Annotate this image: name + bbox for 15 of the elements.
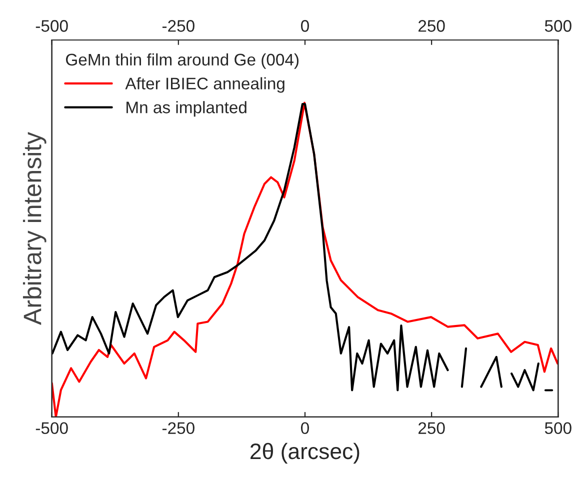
legend-label: Mn as implanted <box>126 101 246 117</box>
x2-tick-label: -250 <box>162 20 194 32</box>
legend-title: GeMn thin film around Ge (004) <box>66 53 299 69</box>
x-tick-label: -250 <box>162 422 194 434</box>
x-axis-title: 2θ (arcsec) <box>250 442 360 464</box>
x-tick-label: -500 <box>36 422 68 434</box>
x2-tick-label: 250 <box>418 20 445 32</box>
y-axis-title: Arbitrary intensity <box>22 132 46 325</box>
x-tick-label: 0 <box>301 422 309 434</box>
x2-tick-label: -500 <box>36 20 68 32</box>
x2-tick-label: 500 <box>544 20 572 32</box>
x-tick-label: 250 <box>418 422 445 434</box>
x2-tick-label: 0 <box>301 20 309 32</box>
x-tick-label: 500 <box>544 422 572 434</box>
legend-label: After IBIEC annealing <box>125 77 284 93</box>
